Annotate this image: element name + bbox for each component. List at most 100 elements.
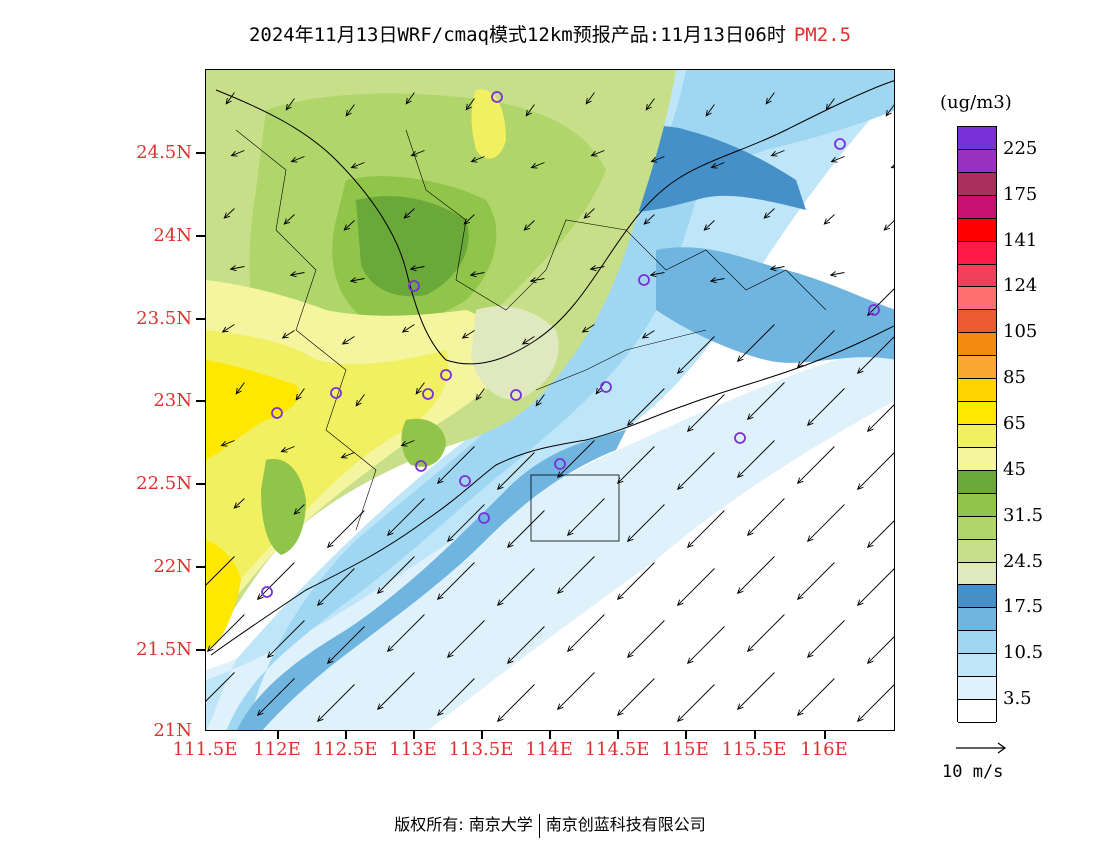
wind-arrow-head: [589, 265, 597, 272]
station-marker[interactable]: [638, 274, 650, 286]
wind-arrow-head: [376, 703, 384, 711]
colorbar-cell: [958, 562, 996, 586]
wind-arrow-head: [409, 265, 417, 272]
north-yellow-zone: [471, 89, 506, 159]
wind-arrow-head: [856, 715, 864, 723]
lat-label-22n: 22N: [153, 556, 192, 577]
wind-arrow: [867, 404, 894, 432]
wind-arrow-head: [866, 657, 874, 665]
wind-arrow: [295, 388, 305, 401]
wind-arrow: [857, 684, 894, 722]
wind-arrow-head: [266, 651, 274, 659]
wind-arrow-head: [415, 387, 422, 395]
station-marker[interactable]: [271, 407, 283, 419]
station-marker[interactable]: [440, 369, 452, 381]
wind-arrow: [867, 636, 894, 664]
station-marker[interactable]: [554, 458, 566, 470]
wind-arrow: [405, 92, 415, 105]
wind-arrow-head: [676, 483, 684, 491]
lon-tick: [277, 731, 279, 739]
wind-arrow: [705, 104, 715, 117]
wind-arrow-head: [403, 212, 411, 219]
wind-arrow-head: [641, 332, 649, 339]
monitoring-stations: [261, 91, 880, 598]
wind-arrow: [677, 684, 715, 722]
wind-arrow: [885, 104, 894, 117]
station-marker[interactable]: [868, 304, 880, 316]
station-marker[interactable]: [510, 389, 522, 401]
station-marker[interactable]: [415, 460, 427, 472]
wind-arrow-head: [736, 587, 744, 595]
wind-arrow: [350, 278, 365, 282]
wind-arrow-head: [823, 218, 831, 225]
wind-arrow-head: [705, 109, 712, 117]
station-marker[interactable]: [330, 387, 342, 399]
wind-arrow: [377, 556, 415, 594]
station-marker[interactable]: [459, 475, 471, 487]
wind-arrow: [530, 278, 545, 282]
wind-arrow-head: [796, 361, 804, 369]
station-marker[interactable]: [261, 586, 273, 598]
wind-arrow-head: [806, 535, 814, 543]
wind-arrow: [351, 162, 365, 169]
wind-arrow-head: [280, 446, 288, 453]
wind-arrow-head: [645, 103, 652, 111]
station-marker[interactable]: [491, 91, 503, 103]
wind-arrow: [617, 446, 655, 484]
lon-label-112e: 112E: [253, 739, 301, 760]
wind-arrow-head: [386, 645, 394, 653]
wind-arrow-head: [676, 367, 684, 375]
wind-arrow: [222, 324, 235, 333]
wind-arrow: [531, 162, 545, 169]
wind-arrow: [230, 266, 245, 270]
wind-arrow: [403, 208, 415, 219]
wind-arrow: [642, 330, 655, 339]
wind-arrow-head: [566, 529, 574, 537]
colorbar-cell: [958, 425, 996, 448]
wind-arrow-head: [686, 425, 694, 433]
wind-arrow: [557, 440, 595, 478]
wind-arrow: [567, 498, 605, 536]
wind-arrow-head: [230, 150, 238, 157]
wind-arrow: [267, 620, 305, 658]
colorbar-cell: [958, 700, 996, 723]
map-canvas: [206, 70, 894, 730]
lon-tick: [754, 731, 756, 739]
wind-arrow-head: [595, 387, 602, 395]
station-marker[interactable]: [734, 432, 746, 444]
wind-arrow: [377, 672, 415, 710]
wind-arrow: [535, 394, 545, 407]
colorbar-cell: [958, 127, 996, 150]
wind-arrow: [285, 98, 295, 111]
wind-arrow-head: [400, 440, 408, 447]
wind-arrow: [857, 336, 894, 374]
lon-tick: [685, 731, 687, 739]
wind-arrow-head: [796, 593, 804, 601]
station-marker[interactable]: [600, 381, 612, 393]
wind-arrow-head: [643, 218, 651, 225]
colorbar-cell: [958, 470, 996, 494]
wind-arrow: [465, 98, 475, 111]
wind-arrow: [857, 568, 894, 606]
wind-arrow: [345, 104, 355, 117]
wind-arrow-head: [229, 265, 237, 272]
wind-arrow: [583, 208, 595, 219]
map-panel[interactable]: [205, 69, 895, 731]
wind-arrow-head: [529, 277, 537, 284]
station-marker[interactable]: [422, 388, 434, 400]
copyright-text: 版权所有: 南京大学: [394, 815, 533, 834]
wind-arrow-head: [530, 162, 538, 169]
station-marker[interactable]: [408, 280, 420, 292]
colorbar-label: 65: [1003, 413, 1026, 434]
station-marker[interactable]: [834, 138, 846, 150]
wind-arrow-head: [676, 715, 684, 723]
wind-arrow: [627, 504, 665, 542]
wind-arrow-head: [856, 599, 864, 607]
wind-arrow-head: [221, 326, 229, 333]
wind-arrow: [590, 266, 605, 270]
wind-arrow: [627, 620, 665, 658]
wind-arrow: [355, 394, 365, 407]
lon-label-115e: 115E: [661, 739, 709, 760]
station-marker[interactable]: [478, 512, 490, 524]
wind-arrow-head: [856, 367, 864, 375]
